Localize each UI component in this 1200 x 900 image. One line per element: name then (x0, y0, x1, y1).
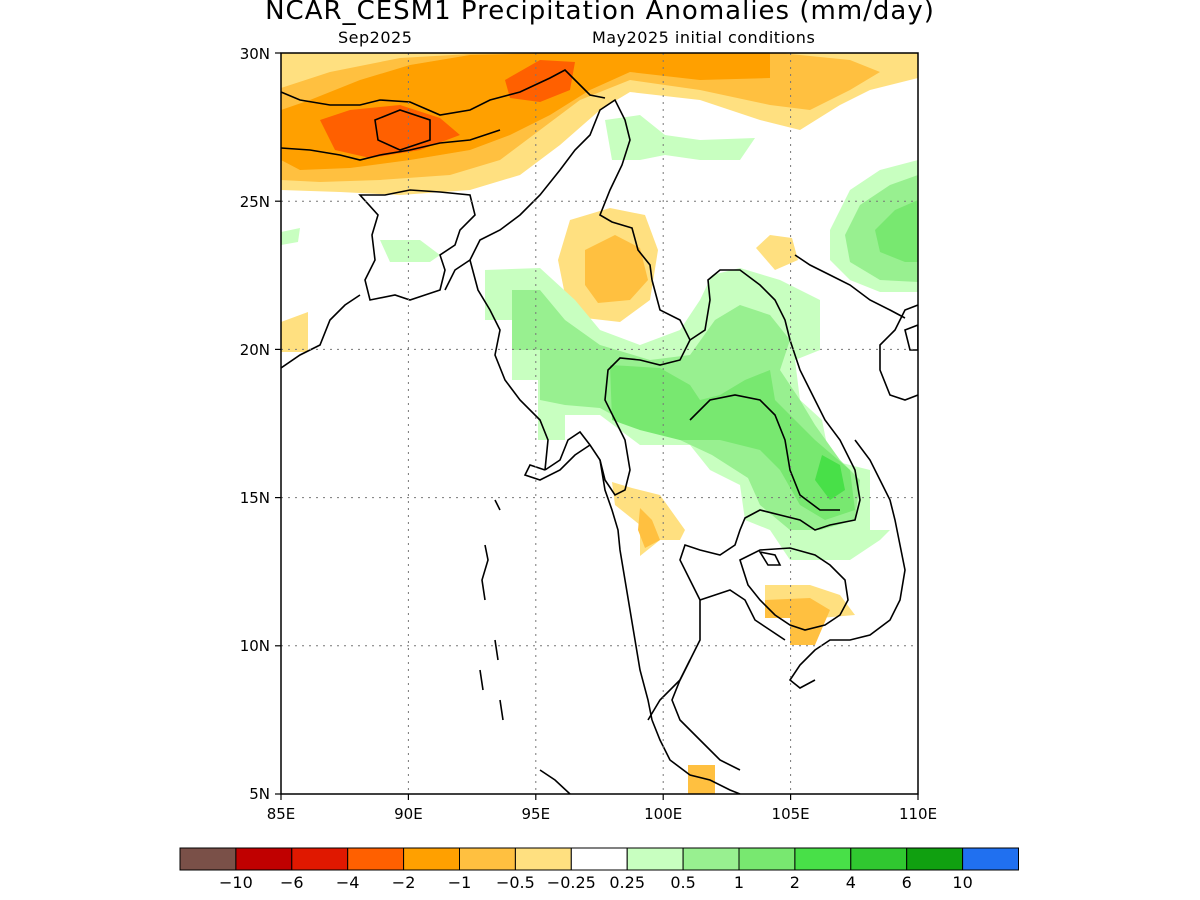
tonle-sap-lake (758, 550, 782, 566)
colorbar-label: −0.25 (547, 873, 596, 892)
gulf-thailand-coast (699, 589, 786, 641)
malay-peninsula (651, 659, 741, 794)
subtitle-initial-conditions: May2025 initial conditions (592, 28, 816, 47)
myanmar-west-coast (444, 258, 549, 471)
gulf-of-martaban-coast (523, 444, 591, 481)
colorbar-label: 4 (846, 873, 856, 892)
colorbar-label: 0.25 (609, 873, 645, 892)
subtitle-month: Sep2025 (338, 28, 413, 47)
wet-region-indochina-4 (815, 455, 845, 500)
colorbar-swatch (682, 847, 740, 871)
colorbar-label: 0.5 (670, 873, 695, 892)
wet-region-west-edge (281, 228, 300, 245)
himalaya-border (281, 69, 606, 116)
gridlines (281, 53, 918, 794)
colorbar-label: 6 (902, 873, 912, 892)
colorbar-label: −4 (336, 873, 360, 892)
tick-marks (275, 52, 919, 800)
colorbar-label: −10 (219, 873, 253, 892)
anomaly-shading (281, 53, 918, 794)
lon-tick-label: 85E (267, 805, 296, 823)
dry-region-malaya (688, 765, 715, 794)
myanmar-north-border (469, 98, 653, 281)
colorbar-label: −2 (392, 873, 416, 892)
colorbar-label: −0.5 (496, 873, 535, 892)
colorbar-label: −1 (448, 873, 472, 892)
sumatra-tip (539, 769, 571, 794)
colorbar-swatch (570, 847, 628, 871)
lat-tick-label: 10N (240, 637, 270, 655)
lon-tick-label: 110E (899, 805, 937, 823)
lon-tick-label: 100E (644, 805, 682, 823)
india-east-coast (281, 294, 361, 369)
colorbar-label: 2 (790, 873, 800, 892)
colorbar-swatch (626, 847, 684, 871)
coastlines-and-borders (281, 69, 918, 794)
bhutan-border (374, 109, 431, 151)
latitude-labels: 5N 10N 15N 20N 25N 30N (240, 45, 270, 803)
colorbar-swatch (794, 847, 852, 871)
andaman-islands (479, 499, 504, 721)
lat-tick-label: 25N (240, 193, 270, 211)
colorbar-swatch (850, 847, 908, 871)
map-title: NCAR_CESM1 Precipitation Anomalies (mm/d… (265, 0, 935, 26)
longitude-labels: 85E 90E 95E 100E 105E 110E (267, 805, 937, 823)
colorbar-label: 1 (734, 873, 744, 892)
china-vietnam-border (794, 254, 906, 319)
lon-tick-label: 105E (772, 805, 810, 823)
lat-tick-label: 30N (240, 45, 270, 63)
dry-region-west-edge (281, 312, 308, 352)
dry-region-thailand-2 (638, 508, 660, 548)
bangladesh-outline (358, 189, 476, 301)
cambodia-outline (739, 547, 849, 631)
laos-inner-border (689, 394, 840, 511)
wet-region-northeast (605, 115, 755, 160)
lon-tick-label: 95E (522, 805, 551, 823)
colorbar: −10 −6 −4 −2 −1 −0.5 −0.25 0.25 0.5 1 2 4 6 10 (179, 847, 1019, 892)
thailand-laos-border (647, 269, 861, 721)
lat-tick-label: 5N (249, 785, 270, 803)
colorbar-swatch (347, 847, 405, 871)
dry-region-cambodia-2 (765, 598, 830, 645)
lat-tick-label: 20N (240, 341, 270, 359)
dry-region-shan-2 (585, 235, 648, 303)
colorbar-label: −6 (280, 873, 304, 892)
vietnam-coast (788, 304, 918, 689)
dry-region-small-1 (756, 235, 798, 270)
wet-region-bangladesh (380, 240, 440, 262)
lon-tick-label: 90E (394, 805, 423, 823)
colorbar-swatch (738, 847, 796, 871)
dry-region-himalaya-4 (320, 60, 575, 158)
colorbar-swatch (291, 847, 349, 871)
lat-tick-label: 15N (240, 489, 270, 507)
colorbar-swatch (179, 847, 237, 871)
colorbar-label: 10 (952, 873, 972, 892)
map-frame (280, 52, 919, 795)
wet-region-south-china-3 (875, 200, 918, 262)
myanmar-east-border (544, 279, 691, 497)
colorbar-swatch (459, 847, 516, 871)
colorbar-swatch (962, 847, 1019, 871)
colorbar-swatch (514, 847, 572, 871)
nepal-south-border (281, 129, 501, 161)
colorbar-swatch (403, 847, 461, 871)
colorbar-swatch (235, 847, 293, 871)
hainan-outline (904, 324, 918, 351)
colorbar-swatch (906, 847, 964, 871)
myanmar-tenasserim (599, 459, 653, 721)
